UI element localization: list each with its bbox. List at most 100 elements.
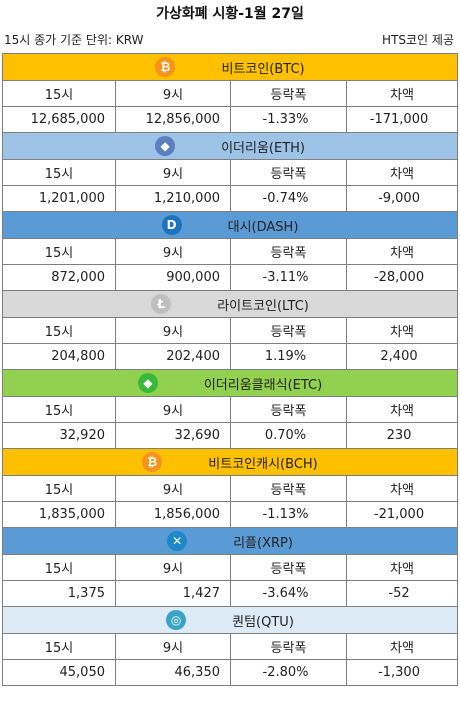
column-header: 9시 — [115, 554, 231, 581]
coin-name: 비트코인캐시(BCH) — [208, 456, 318, 472]
value-row: 32,920 32,690 0.70% 230 — [2, 422, 459, 449]
column-header: 9시 — [115, 317, 231, 344]
column-header: 15시 — [2, 633, 116, 660]
price-15h: 12,685,000 — [2, 106, 116, 133]
change-percent: -3.64% — [230, 580, 347, 607]
column-header: 9시 — [115, 633, 231, 660]
coin-header-row: ₿ 비트코인(BTC) — [1, 53, 459, 81]
column-header: 차액 — [345, 633, 459, 660]
coin-name: 비트코인(BTC) — [221, 61, 305, 77]
column-header: 등락폭 — [230, 80, 347, 107]
price-9h: 1,427 — [115, 580, 231, 607]
ethereum-classic-icon: ◆ — [137, 373, 158, 393]
coin-header-row: ◎ 퀀텀(QTU) — [1, 606, 459, 634]
coin-name-cell: ₿ 비트코인(BTC) — [1, 53, 459, 81]
value-row: 1,201,000 1,210,000 -0.74% -9,000 — [2, 185, 459, 212]
dash-icon: D — [161, 215, 182, 235]
column-header: 차액 — [345, 80, 459, 107]
column-header: 9시 — [115, 80, 231, 107]
price-15h: 32,920 — [2, 422, 116, 449]
price-15h: 872,000 — [2, 264, 116, 291]
coin-name-cell: ◎ 퀀텀(QTU) — [1, 606, 459, 634]
price-15h: 1,201,000 — [2, 185, 116, 212]
column-header: 차액 — [345, 159, 459, 186]
column-header-row: 15시 9시 등락폭 차액 — [2, 633, 459, 660]
column-header: 15시 — [2, 317, 116, 344]
column-header-row: 15시 9시 등락폭 차액 — [2, 396, 459, 423]
coin-header-row: ✕ 리플(XRP) — [1, 527, 459, 555]
column-header: 차액 — [345, 317, 459, 344]
coin-name: 이더리움클래식(ETC) — [203, 377, 323, 393]
change-amount: -52 — [345, 580, 459, 607]
price-15h: 1,375 — [2, 580, 116, 607]
column-header: 15시 — [2, 554, 116, 581]
page-title: 가상화폐 시황-1월 27일 — [156, 6, 304, 22]
coin-name: 이더리움(ETH) — [221, 140, 305, 156]
value-row: 872,000 900,000 -3.11% -28,000 — [2, 264, 459, 291]
column-header: 15시 — [2, 475, 116, 502]
column-header: 차액 — [345, 396, 459, 423]
column-header: 등락폭 — [230, 475, 347, 502]
ethereum-icon: ◆ — [155, 136, 176, 156]
coin-name-cell: ✕ 리플(XRP) — [1, 527, 459, 555]
value-row: 1,835,000 1,856,000 -1.13% -21,000 — [2, 501, 459, 528]
change-percent: -2.80% — [230, 659, 347, 686]
coin-name: 대시(DASH) — [227, 219, 299, 235]
coin-name-cell: ◆ 이더리움(ETH) — [1, 132, 459, 160]
change-percent: -1.33% — [230, 106, 347, 133]
column-header-row: 15시 9시 등락폭 차액 — [2, 317, 459, 344]
value-row: 204,800 202,400 1.19% 2,400 — [2, 343, 459, 370]
price-9h: 202,400 — [115, 343, 231, 370]
column-header: 등락폭 — [230, 317, 347, 344]
change-amount: -171,000 — [345, 106, 459, 133]
column-header-row: 15시 9시 등락폭 차액 — [2, 238, 459, 265]
change-amount: -1,300 — [345, 659, 459, 686]
coin-name-cell: ◆ 이더리움클래식(ETC) — [1, 369, 459, 397]
column-header: 9시 — [115, 475, 231, 502]
coin-name-cell: Ł 라이트코인(LTC) — [1, 290, 459, 318]
column-header: 차액 — [345, 554, 459, 581]
column-header-row: 15시 9시 등락폭 차액 — [2, 159, 459, 186]
column-header: 등락폭 — [230, 396, 347, 423]
change-amount: -9,000 — [345, 185, 459, 212]
change-percent: -3.11% — [230, 264, 347, 291]
column-header: 9시 — [115, 396, 231, 423]
change-amount: -28,000 — [345, 264, 459, 291]
price-table: ₿ 비트코인(BTC) 15시 9시 등락폭 차액 12,685,000 12,856,000… — [1, 53, 459, 686]
column-header: 차액 — [345, 238, 459, 265]
column-header: 9시 — [115, 159, 231, 186]
coin-header-row: D 대시(DASH) — [1, 211, 459, 239]
price-15h: 1,835,000 — [2, 501, 116, 528]
column-header: 15시 — [2, 159, 116, 186]
column-header: 15시 — [2, 396, 116, 423]
column-header-row: 15시 9시 등락폭 차액 — [2, 475, 459, 502]
coin-header-row: ◆ 이더리움클래식(ETC) — [1, 369, 459, 397]
change-percent: -1.13% — [230, 501, 347, 528]
coin-name: 리플(XRP) — [233, 535, 293, 551]
source-note: HTS코인 제공 — [382, 33, 454, 47]
price-9h: 32,690 — [115, 422, 231, 449]
coin-name-cell: D 대시(DASH) — [1, 211, 459, 239]
coin-name: 퀀텀(QTU) — [232, 614, 294, 630]
column-header: 등락폭 — [230, 633, 347, 660]
basis-unit-note: 15시 종가 기준 단위: KRW — [4, 33, 144, 47]
ripple-icon: ✕ — [167, 531, 188, 551]
coin-name-cell: ₿ 비트코인캐시(BCH) — [1, 448, 459, 476]
change-amount: -21,000 — [345, 501, 459, 528]
change-amount: 2,400 — [345, 343, 459, 370]
column-header: 차액 — [345, 475, 459, 502]
change-percent: -0.74% — [230, 185, 347, 212]
bitcoin-cash-icon: ₿ — [142, 452, 163, 472]
price-9h: 1,210,000 — [115, 185, 231, 212]
column-header-row: 15시 9시 등락폭 차액 — [2, 80, 459, 107]
column-header: 등락폭 — [230, 238, 347, 265]
column-header: 15시 — [2, 80, 116, 107]
coin-header-row: ₿ 비트코인캐시(BCH) — [1, 448, 459, 476]
column-header: 등락폭 — [230, 554, 347, 581]
column-header: 등락폭 — [230, 159, 347, 186]
price-9h: 12,856,000 — [115, 106, 231, 133]
coin-header-row: ◆ 이더리움(ETH) — [1, 132, 459, 160]
bitcoin-icon: ₿ — [155, 57, 176, 77]
value-row: 1,375 1,427 -3.64% -52 — [2, 580, 459, 607]
change-percent: 1.19% — [230, 343, 347, 370]
